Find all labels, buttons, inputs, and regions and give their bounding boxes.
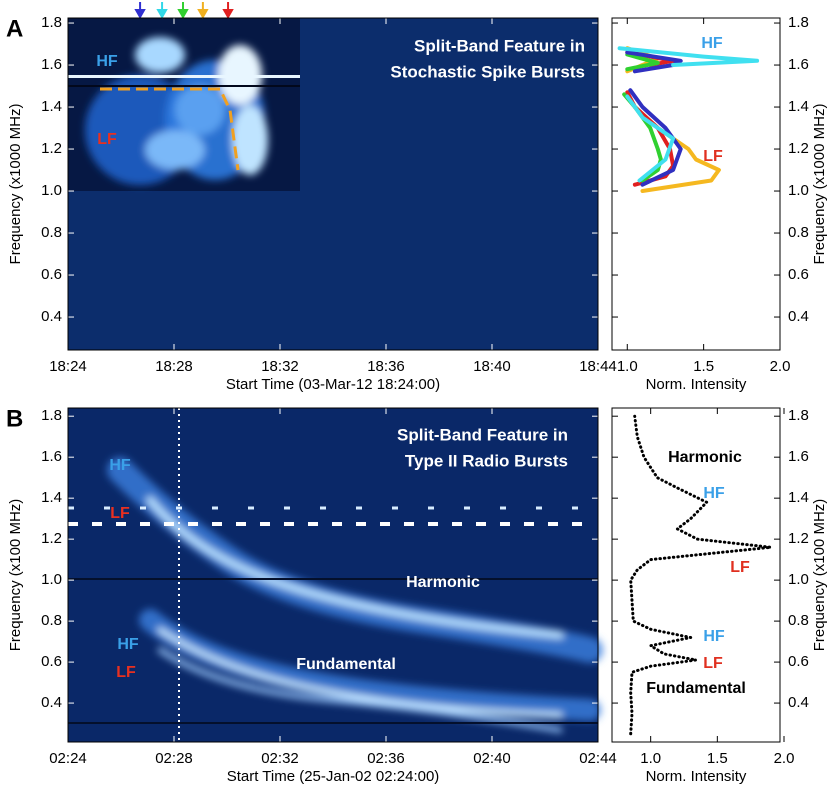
y-tick-label: 0.8 bbox=[41, 612, 62, 629]
y-tick-label: 1.2 bbox=[788, 140, 809, 157]
y-tick-label: 1.6 bbox=[41, 448, 62, 465]
profile-line bbox=[617, 46, 760, 67]
x-tick-label: 02:24 bbox=[49, 750, 87, 767]
annotation: Fundamental bbox=[646, 680, 746, 697]
panel-label: B bbox=[6, 405, 23, 432]
annotation: HF bbox=[703, 485, 725, 502]
y-tick-label: 1.0 bbox=[788, 571, 809, 588]
y-axis-label: Frequency (x1000 MHz) bbox=[811, 104, 828, 265]
y-tick-label: 1.8 bbox=[41, 14, 62, 31]
y-axis-label: Frequency (x100 MHz) bbox=[811, 499, 828, 652]
plot-frame bbox=[611, 17, 781, 351]
x-tick-label: 1.5 bbox=[693, 358, 714, 375]
annotation: Split-Band Feature in bbox=[397, 425, 568, 444]
plot-frame bbox=[67, 407, 599, 743]
y-tick-label: 0.4 bbox=[788, 694, 809, 711]
y-tick-label: 1.0 bbox=[41, 571, 62, 588]
y-tick-label: 0.6 bbox=[788, 266, 809, 283]
x-tick-label: 1.5 bbox=[707, 750, 728, 767]
y-tick-label: 1.0 bbox=[788, 182, 809, 199]
x-tick-label: 02:40 bbox=[473, 750, 511, 767]
y-tick-label: 0.6 bbox=[41, 653, 62, 670]
annotation: HF bbox=[703, 628, 725, 645]
y-tick-label: 1.8 bbox=[41, 407, 62, 424]
y-tick-label: 1.8 bbox=[788, 14, 809, 31]
y-tick-label: 1.2 bbox=[41, 140, 62, 157]
y-tick-label: 0.8 bbox=[788, 224, 809, 241]
annotation: HF bbox=[109, 457, 131, 474]
annotation: Fundamental bbox=[296, 656, 396, 673]
time-marker bbox=[222, 2, 234, 20]
x-tick-label: 18:32 bbox=[261, 358, 299, 375]
y-tick-label: 1.4 bbox=[788, 489, 809, 506]
x-axis-label: Start Time (25-Jan-02 02:24:00) bbox=[227, 768, 440, 785]
time-marker bbox=[134, 2, 146, 20]
y-tick-label: 1.4 bbox=[41, 98, 62, 115]
time-marker bbox=[177, 2, 189, 20]
x-tick-label: 02:32 bbox=[261, 750, 299, 767]
y-tick-label: 0.8 bbox=[41, 224, 62, 241]
y-tick-label: 1.6 bbox=[41, 56, 62, 73]
y-tick-label: 1.8 bbox=[788, 407, 809, 424]
panel-label: A bbox=[6, 15, 23, 42]
profile-line bbox=[625, 52, 660, 72]
plot-frame bbox=[611, 407, 781, 743]
y-tick-label: 1.6 bbox=[788, 448, 809, 465]
annotation: LF bbox=[110, 505, 130, 522]
annotation: HF bbox=[117, 636, 139, 653]
annotation: LF bbox=[703, 655, 723, 672]
y-axis-label: Frequency (x100 MHz) bbox=[7, 499, 24, 652]
annotation: Type II Radio Bursts bbox=[405, 451, 568, 470]
x-tick-label: 1.0 bbox=[640, 750, 661, 767]
profile-line bbox=[629, 414, 773, 736]
annotation: Split-Band Feature in bbox=[414, 36, 585, 55]
x-tick-label: 18:28 bbox=[155, 358, 193, 375]
y-tick-label: 0.8 bbox=[788, 612, 809, 629]
annotation: LF bbox=[730, 559, 750, 576]
x-axis-label: Norm. Intensity bbox=[646, 768, 747, 785]
x-tick-label: 1.0 bbox=[617, 358, 638, 375]
profile-line bbox=[625, 94, 676, 183]
y-tick-label: 1.6 bbox=[788, 56, 809, 73]
x-tick-label: 18:44 bbox=[579, 358, 617, 375]
y-tick-label: 0.6 bbox=[41, 266, 62, 283]
y-tick-label: 0.4 bbox=[788, 308, 809, 325]
x-tick-label: 02:44 bbox=[579, 750, 617, 767]
x-axis-label: Norm. Intensity bbox=[646, 376, 747, 393]
time-marker bbox=[197, 2, 209, 20]
x-tick-label: 18:24 bbox=[49, 358, 87, 375]
spectrogram-image bbox=[68, 408, 603, 742]
x-tick-label: 18:36 bbox=[367, 358, 405, 375]
y-tick-label: 1.4 bbox=[788, 98, 809, 115]
plot-frame bbox=[67, 17, 599, 351]
annotation: Harmonic bbox=[668, 449, 742, 466]
y-tick-label: 0.4 bbox=[41, 694, 62, 711]
x-tick-label: 02:28 bbox=[155, 750, 193, 767]
y-tick-label: 1.2 bbox=[41, 530, 62, 547]
y-tick-label: 1.0 bbox=[41, 182, 62, 199]
annotation: HF bbox=[96, 53, 118, 70]
annotation: Stochastic Spike Bursts bbox=[390, 62, 585, 81]
y-axis-label: Frequency (x1000 MHz) bbox=[7, 104, 24, 265]
x-axis-label: Start Time (03-Mar-12 18:24:00) bbox=[226, 376, 440, 393]
x-tick-label: 2.0 bbox=[774, 750, 795, 767]
annotation: LF bbox=[97, 131, 117, 148]
x-tick-label: 2.0 bbox=[770, 358, 791, 375]
annotation: HF bbox=[701, 35, 723, 52]
annotation: LF bbox=[703, 148, 723, 165]
y-tick-label: 0.4 bbox=[41, 308, 62, 325]
annotation: Harmonic bbox=[406, 574, 480, 591]
time-marker bbox=[156, 2, 168, 20]
y-tick-label: 1.4 bbox=[41, 489, 62, 506]
y-tick-label: 0.6 bbox=[788, 653, 809, 670]
x-tick-label: 02:36 bbox=[367, 750, 405, 767]
annotation: LF bbox=[116, 664, 136, 681]
y-tick-label: 1.2 bbox=[788, 530, 809, 547]
x-tick-label: 18:40 bbox=[473, 358, 511, 375]
spectrogram-image bbox=[68, 18, 300, 191]
